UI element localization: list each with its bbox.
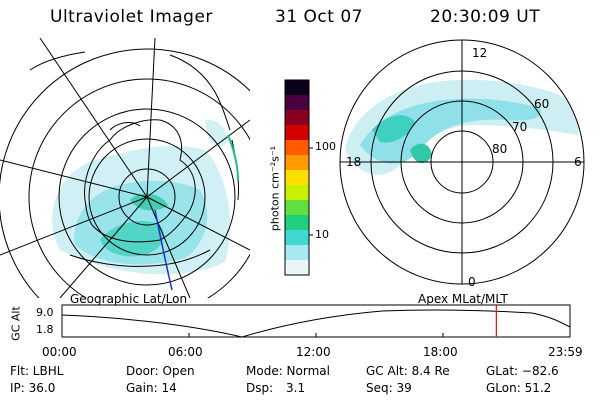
info-glat: GLat: −82.6 bbox=[486, 364, 559, 378]
timeline-xtick-0000: 00:00 bbox=[42, 345, 77, 359]
instrument-title: Ultraviolet Imager bbox=[50, 7, 213, 27]
colorbar-swatch bbox=[285, 200, 309, 216]
colorbar-swatch bbox=[285, 245, 309, 261]
mag-axes bbox=[340, 40, 584, 284]
info-glon: GLon: 51.2 bbox=[486, 381, 552, 395]
gc-alt-curve bbox=[61, 309, 571, 338]
colorbar-tick-10: 10 bbox=[315, 228, 329, 241]
timeline-ylabel: GC Alt bbox=[9, 306, 23, 341]
info-dsp-value: 3.1 bbox=[286, 381, 306, 395]
timeline-ytick-top: 9.0 bbox=[36, 306, 54, 319]
colorbar-swatch bbox=[285, 260, 309, 276]
mlt-label-0: 0 bbox=[468, 275, 476, 289]
geo-map-content bbox=[0, 38, 250, 298]
mlat-label-80: 80 bbox=[492, 142, 508, 156]
geo-lat-circles bbox=[0, 48, 250, 298]
colorbar bbox=[284, 79, 313, 276]
mlat-label-60: 60 bbox=[534, 97, 550, 111]
timeline-xtick-1800: 18:00 bbox=[423, 345, 458, 359]
info-dsp-label: Dsp: bbox=[246, 381, 274, 395]
mlat-label-70: 70 bbox=[512, 120, 528, 134]
timeline-plot bbox=[61, 304, 571, 338]
geo-plot-label: Geographic Lat/Lon bbox=[70, 292, 188, 306]
geo-meridians bbox=[0, 38, 250, 298]
colorbar-swatch bbox=[285, 80, 309, 96]
colorbar-swatch bbox=[285, 170, 309, 186]
colorbar-swatch bbox=[285, 110, 309, 126]
colorbar-swatch bbox=[285, 125, 309, 141]
timeline-xtick-0600: 06:00 bbox=[168, 345, 203, 359]
colorbar-swatch bbox=[285, 185, 309, 201]
mlt-label-12: 12 bbox=[472, 46, 488, 60]
timeline-ticks bbox=[61, 333, 571, 337]
geo-coastlines bbox=[29, 51, 239, 267]
colorbar-swatch bbox=[285, 230, 309, 246]
colorbar-swatch bbox=[285, 155, 309, 171]
colorbar-swatch bbox=[285, 140, 309, 156]
mag-aurora-region bbox=[345, 79, 579, 175]
info-mode: Mode: Normal bbox=[246, 364, 330, 378]
header-time: 20:30:09 UT bbox=[430, 7, 541, 27]
mlt-label-18: 18 bbox=[346, 155, 362, 169]
timeline-ytick-bottom: 1.8 bbox=[36, 323, 54, 336]
timeline-xtick-2359: 23:59 bbox=[548, 345, 583, 359]
info-gain: Gain: 14 bbox=[126, 381, 177, 395]
timeline-xtick-1200: 12:00 bbox=[296, 345, 331, 359]
colorbar-swatch bbox=[285, 215, 309, 231]
info-ip: IP: 36.0 bbox=[10, 381, 56, 395]
geo-orbit-track bbox=[154, 209, 173, 291]
header-date: 31 Oct 07 bbox=[275, 7, 363, 27]
colorbar-tick-100: 100 bbox=[315, 140, 336, 153]
info-filter: Flt: LBHL bbox=[10, 364, 64, 378]
geo-edge-emission bbox=[227, 134, 239, 181]
mlt-label-6: 6 bbox=[574, 155, 582, 169]
colorbar-swatch bbox=[285, 95, 309, 111]
info-door: Door: Open bbox=[126, 364, 195, 378]
info-seq: Seq: 39 bbox=[366, 381, 412, 395]
mag-plot-label: Apex MLat/MLT bbox=[418, 292, 508, 306]
info-gc-alt: GC Alt: 8.4 Re bbox=[366, 364, 450, 378]
